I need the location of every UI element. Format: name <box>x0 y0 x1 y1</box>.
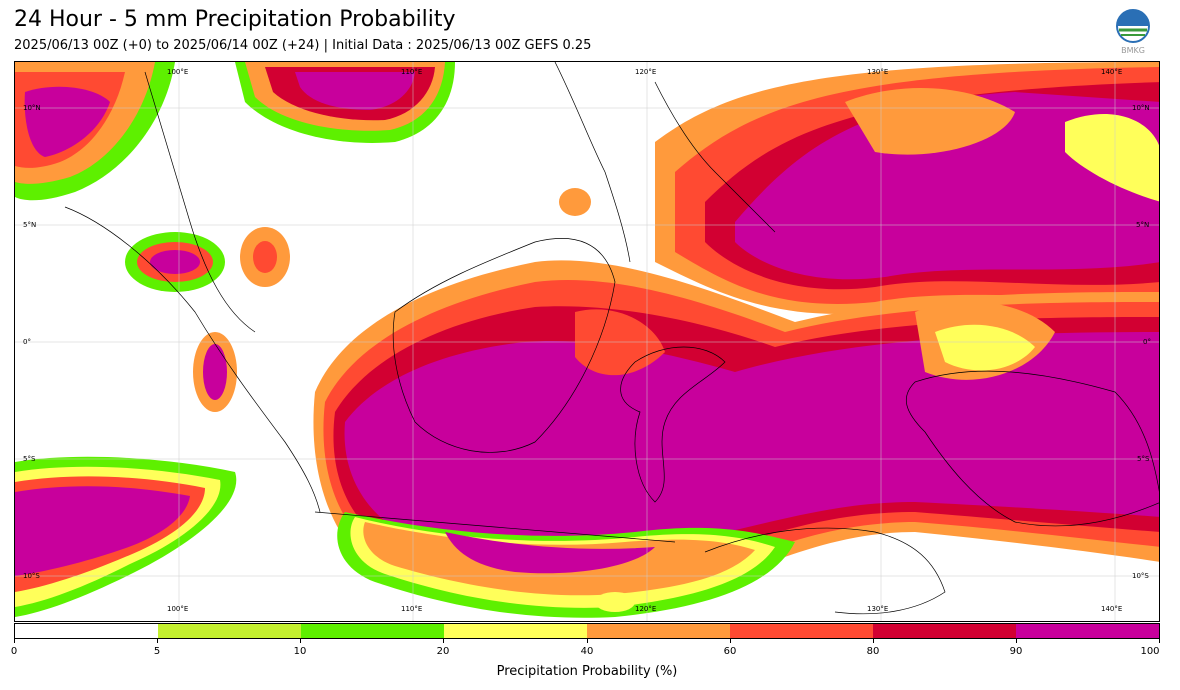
colorbar-title: Precipitation Probability (%) <box>496 664 678 679</box>
colorbar-segment-40-60 <box>587 624 730 638</box>
lon-label-top-120: 120°E <box>635 68 657 76</box>
lon-label-bottom-140: 140°E <box>1101 605 1123 613</box>
colorbar-tick-90: 90 <box>1009 646 1023 657</box>
sulawesi-coast <box>620 346 726 503</box>
lat-label-left-0: 0° <box>23 338 31 346</box>
colorbar-segment-10-20 <box>301 624 444 638</box>
colorbar-segment-5-10 <box>158 624 301 638</box>
field-south <box>337 512 795 618</box>
colorbar-tickmark <box>300 639 301 643</box>
lon-label-bottom-110: 110°E <box>401 605 423 613</box>
field-sumatra <box>125 188 635 612</box>
lon-label-bottom-100: 100°E <box>167 605 189 613</box>
colorbar-tick-5: 5 <box>153 646 161 657</box>
colorbar-tickmark <box>730 639 731 643</box>
borneo-coast <box>392 238 616 453</box>
australia-coast <box>704 527 946 615</box>
lat-label-left-10s: 10°S <box>23 572 40 580</box>
colorbar-tick-60: 60 <box>723 646 737 657</box>
colorbar-tickmark <box>1016 639 1017 643</box>
colorbar-segment-90-100 <box>1016 624 1159 638</box>
logo-text: BMKG <box>1121 46 1145 55</box>
lat-label-right-10n: 10°N <box>1132 104 1150 112</box>
new-guinea-coast <box>906 370 1159 527</box>
colorbar-segment-80-90 <box>873 624 1016 638</box>
lon-label-bottom-120: 120°E <box>635 605 657 613</box>
field-northeast <box>655 62 1159 314</box>
colorbar-tick-40: 40 <box>580 646 594 657</box>
colorbar-tickmark <box>14 639 15 643</box>
bmkg-logo: BMKG <box>1112 8 1154 56</box>
colorbar-tickmark <box>587 639 588 643</box>
lon-label-top-110: 110°E <box>401 68 423 76</box>
colorbar-segment-60-80 <box>730 624 873 638</box>
malay-peninsula-coast <box>144 71 256 333</box>
colorbar-tickmark <box>157 639 158 643</box>
colorbar-tick-100: 100 <box>1140 646 1160 657</box>
colorbar-tick-20: 20 <box>436 646 450 657</box>
lat-label-left-5s: 5°S <box>23 455 36 463</box>
vietnam-coast <box>554 62 631 263</box>
philippines-coast <box>654 81 776 233</box>
colorbar <box>14 623 1160 639</box>
colorbar-tickmark <box>873 639 874 643</box>
colorbar-tick-0: 0 <box>10 646 18 657</box>
lon-label-top-140: 140°E <box>1101 68 1123 76</box>
lat-label-right-5n: 5°N <box>1136 221 1150 229</box>
coastlines <box>64 62 1159 615</box>
colorbar-segment-20-40 <box>444 624 587 638</box>
field-central <box>313 260 1159 601</box>
lon-label-top-130: 130°E <box>867 68 889 76</box>
lat-label-left-10n: 10°N <box>23 104 41 112</box>
colorbar-tick-10: 10 <box>293 646 307 657</box>
colorbar-tickmark <box>1159 639 1160 643</box>
map-subtitle: 2025/06/13 00Z (+0) to 2025/06/14 00Z (+… <box>14 38 592 53</box>
lon-label-bottom-130: 130°E <box>867 605 889 613</box>
lat-label-right-5s: 5°S <box>1137 455 1150 463</box>
lon-label-top-100: 100°E <box>167 68 189 76</box>
probability-field <box>15 62 1159 621</box>
probability-map: 100°E 110°E 120°E 130°E 140°E 100°E 110°… <box>14 61 1160 622</box>
map-title: 24 Hour - 5 mm Precipitation Probability <box>14 7 456 32</box>
lat-label-right-10s: 10°S <box>1132 572 1149 580</box>
java-coast <box>314 511 676 543</box>
lat-label-right-0: 0° <box>1143 338 1151 346</box>
lat-label-left-5n: 5°N <box>23 221 37 229</box>
graticule <box>15 62 1159 621</box>
colorbar-tickmark <box>443 639 444 643</box>
field-northwest <box>15 62 455 201</box>
field-southwest <box>15 456 237 617</box>
sumatra-coast <box>64 206 321 513</box>
colorbar-segment-0-5 <box>15 624 158 638</box>
colorbar-tick-80: 80 <box>866 646 880 657</box>
